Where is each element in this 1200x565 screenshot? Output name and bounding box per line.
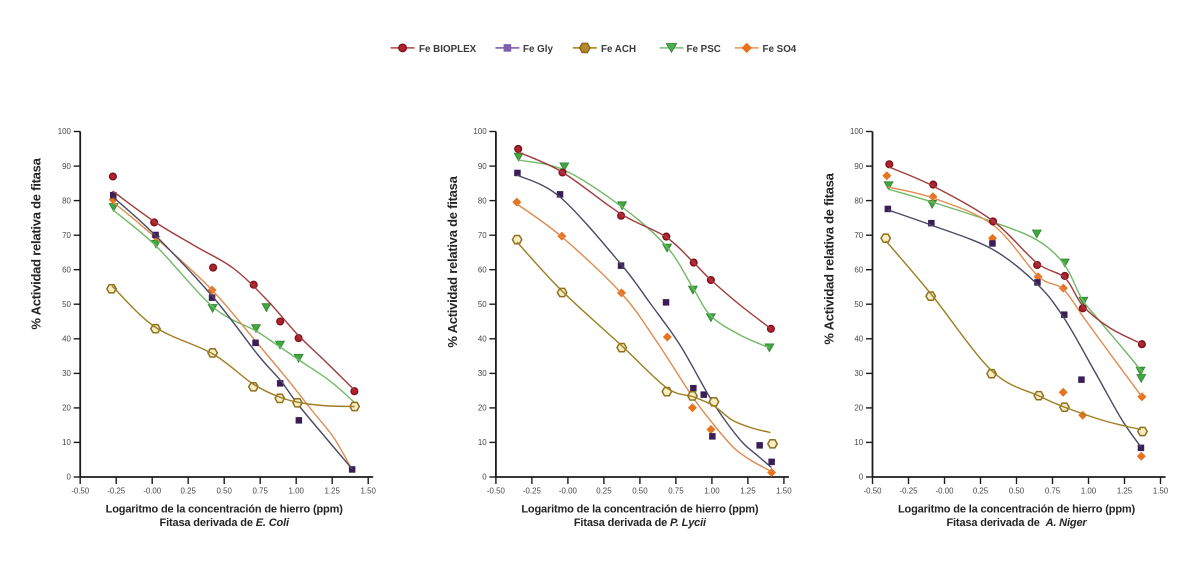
svg-text:-0.50: -0.50 [487, 486, 506, 495]
svg-text:40: 40 [478, 335, 487, 344]
svg-text:70: 70 [478, 231, 487, 240]
svg-text:-0.00: -0.00 [559, 486, 578, 495]
svg-text:0.50: 0.50 [1009, 486, 1025, 495]
svg-text:90: 90 [854, 162, 863, 171]
svg-text:-0.25: -0.25 [107, 486, 126, 495]
svg-text:0.25: 0.25 [181, 486, 197, 495]
svg-text:0.75: 0.75 [253, 486, 269, 495]
svg-text:100: 100 [473, 127, 487, 136]
svg-text:Fe Gly: Fe Gly [523, 44, 553, 55]
svg-text:1.25: 1.25 [325, 486, 341, 495]
svg-text:80: 80 [854, 196, 863, 205]
svg-text:0.25: 0.25 [973, 486, 989, 495]
svg-text:Logaritmo de la concentración: Logaritmo de la concentración de hierro … [898, 503, 1136, 515]
svg-text:0.75: 0.75 [1045, 486, 1061, 495]
svg-text:60: 60 [854, 265, 863, 274]
svg-text:Fe ACH: Fe ACH [601, 44, 636, 55]
svg-text:-0.50: -0.50 [864, 486, 883, 495]
svg-text:1.00: 1.00 [289, 486, 305, 495]
svg-text:80: 80 [478, 196, 487, 205]
svg-text:1.00: 1.00 [1081, 486, 1097, 495]
svg-text:10: 10 [478, 438, 487, 447]
svg-text:90: 90 [62, 162, 71, 171]
svg-text:100: 100 [58, 127, 72, 136]
svg-text:70: 70 [62, 231, 71, 240]
svg-text:70: 70 [854, 231, 863, 240]
svg-text:1.50: 1.50 [776, 486, 792, 495]
svg-text:40: 40 [62, 335, 71, 344]
svg-text:80: 80 [62, 196, 71, 205]
svg-text:1.50: 1.50 [361, 486, 377, 495]
svg-text:Logaritmo de la concentración: Logaritmo de la concentración de hierro … [521, 503, 759, 515]
svg-text:-0.00: -0.00 [936, 486, 955, 495]
svg-text:1.25: 1.25 [1117, 486, 1133, 495]
svg-text:Fitasa derivada de E. Coli: Fitasa derivada de E. Coli [160, 517, 290, 529]
svg-text:% Actividad relativa de fitasa: % Actividad relativa de fitasa [445, 175, 460, 347]
svg-text:10: 10 [62, 438, 71, 447]
svg-text:0.75: 0.75 [668, 486, 684, 495]
svg-text:% Actividad relativa de fitasa: % Actividad relativa de fitasa [29, 157, 44, 329]
svg-text:1.25: 1.25 [740, 486, 756, 495]
svg-text:Fitasa derivada de P. Lycii: Fitasa derivada de P. Lycii [574, 517, 707, 529]
svg-text:0: 0 [859, 473, 864, 482]
svg-text:Fe PSC: Fe PSC [687, 44, 721, 55]
svg-text:-0.50: -0.50 [71, 486, 90, 495]
svg-text:30: 30 [854, 369, 863, 378]
svg-text:100: 100 [850, 127, 864, 136]
svg-text:Logaritmo de la concentración: Logaritmo de la concentración de hierro … [106, 503, 344, 515]
svg-text:0.50: 0.50 [632, 486, 648, 495]
svg-text:1.50: 1.50 [1153, 486, 1169, 495]
svg-text:30: 30 [478, 369, 487, 378]
svg-text:0.25: 0.25 [596, 486, 612, 495]
svg-text:0: 0 [482, 473, 487, 482]
svg-text:30: 30 [62, 369, 71, 378]
svg-text:20: 20 [62, 404, 71, 413]
svg-text:0: 0 [67, 473, 72, 482]
svg-text:40: 40 [854, 335, 863, 344]
svg-text:50: 50 [854, 300, 863, 309]
svg-text:0.50: 0.50 [217, 486, 233, 495]
svg-text:20: 20 [478, 404, 487, 413]
svg-text:Fe BIOPLEX: Fe BIOPLEX [419, 44, 477, 55]
svg-text:60: 60 [62, 265, 71, 274]
svg-text:90: 90 [478, 162, 487, 171]
svg-text:1.00: 1.00 [704, 486, 720, 495]
svg-text:20: 20 [854, 404, 863, 413]
svg-text:Fitasa derivada de A. Niger: Fitasa derivada de A. Niger [946, 517, 1087, 529]
svg-text:-0.25: -0.25 [900, 486, 919, 495]
svg-text:50: 50 [62, 300, 71, 309]
svg-text:60: 60 [478, 265, 487, 274]
svg-text:50: 50 [478, 300, 487, 309]
svg-text:% Actividad relativa de fitasa: % Actividad relativa de fitasa [822, 172, 837, 344]
svg-text:-0.25: -0.25 [523, 486, 542, 495]
svg-text:-0.00: -0.00 [143, 486, 162, 495]
svg-text:Fe SO4: Fe SO4 [763, 44, 797, 55]
svg-text:10: 10 [854, 438, 863, 447]
